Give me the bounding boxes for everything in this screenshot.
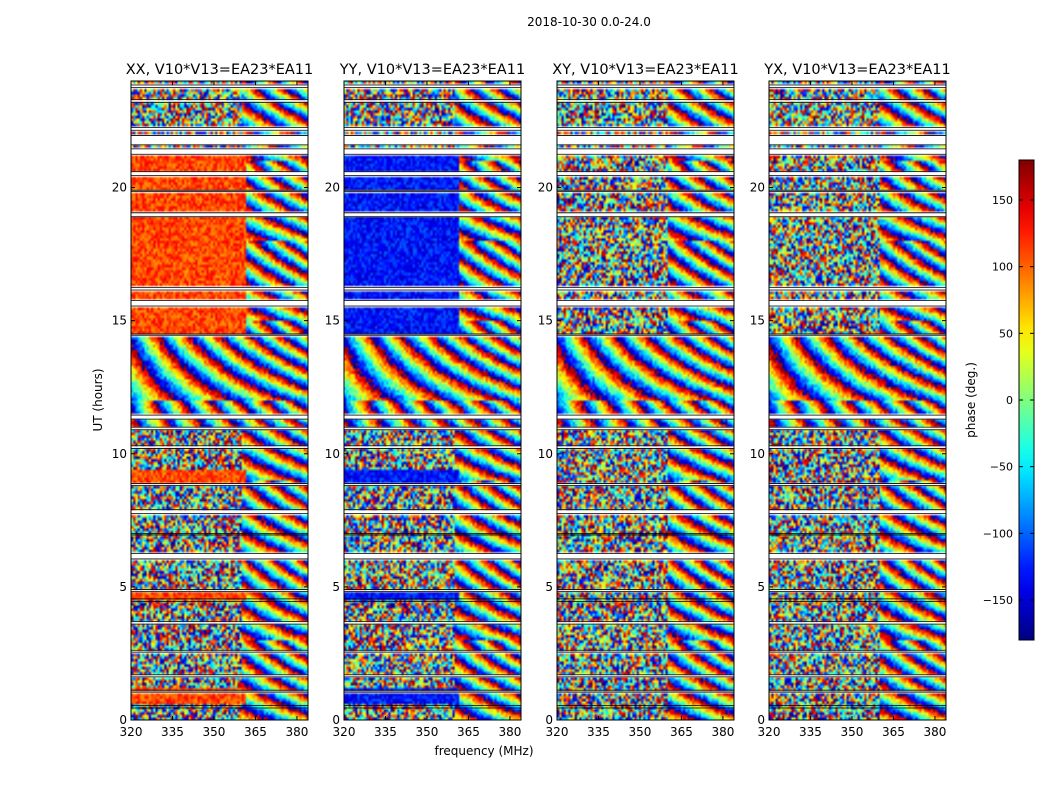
x-tick-label: 350 (841, 725, 864, 739)
x-tick-label: 380 (923, 725, 946, 739)
panel-1: YY, V10*V13=EA23*EA11 320 335 350 365 380 0 5 10… (325, 62, 525, 739)
y-tick-label: 15 (112, 314, 127, 328)
x-axis-label: frequency (MHz) (434, 744, 533, 758)
colorbar-tick-label: 0 (1006, 394, 1013, 407)
x-tick-label: 335 (161, 725, 184, 739)
x-tick-label: 320 (546, 725, 569, 739)
y-tick-label: 10 (538, 447, 553, 461)
x-tick-label: 365 (670, 725, 693, 739)
x-tick-label: 320 (333, 725, 356, 739)
panel-0: XX, V10*V13=EA23*EA11 320 335 350 365 380 0 5 10… (112, 62, 314, 739)
x-tick-label: 320 (758, 725, 781, 739)
x-tick-label: 365 (457, 725, 480, 739)
y-tick-label: 0 (332, 713, 340, 727)
x-tick-label: 365 (244, 725, 267, 739)
panel-2-heatmap (557, 81, 734, 720)
y-tick-label: 15 (538, 314, 553, 328)
figure-suptitle: 2018-10-30 0.0-24.0 (527, 15, 651, 29)
colorbar-tick-label: 100 (992, 261, 1013, 274)
panels-group: XX, V10*V13=EA23*EA11 320 335 350 365 380 0 5 10… (112, 62, 951, 739)
panel-0-frame (130, 80, 309, 721)
y-tick-label: 15 (325, 314, 340, 328)
y-tick-label: 5 (332, 580, 340, 594)
x-tick-label: 335 (587, 725, 610, 739)
colorbar: −150 −100 −50 0 50 100 150 phase (deg.) (964, 159, 1035, 641)
colorbar-tick-label: −150 (983, 594, 1013, 607)
x-tick-label: 380 (285, 725, 308, 739)
x-tick-label: 365 (882, 725, 905, 739)
y-tick-label: 10 (750, 447, 765, 461)
panel-3-frame (768, 80, 947, 721)
y-tick-label: 0 (545, 713, 553, 727)
y-tick-label: 10 (112, 447, 127, 461)
panel-0-title: XX, V10*V13=EA23*EA11 (126, 62, 314, 78)
colorbar-tick-label: 50 (999, 327, 1013, 340)
y-tick-label: 20 (750, 181, 765, 195)
x-tick-label: 335 (374, 725, 397, 739)
y-tick-label: 20 (112, 181, 127, 195)
y-tick-label: 5 (757, 580, 765, 594)
y-tick-label: 0 (757, 713, 765, 727)
colorbar-label: phase (deg.) (964, 362, 978, 438)
x-tick-label: 350 (416, 725, 439, 739)
panel-1-heatmap (344, 81, 521, 720)
x-tick-label: 380 (498, 725, 521, 739)
panel-2-frame (556, 80, 735, 721)
colorbar-tick-label: −50 (990, 461, 1013, 474)
x-tick-label: 350 (203, 725, 226, 739)
x-tick-label: 335 (799, 725, 822, 739)
panel-3: YX, V10*V13=EA23*EA11 320 335 350 365 380 0 5 10… (750, 62, 951, 739)
panel-2-title: XY, V10*V13=EA23*EA11 (552, 62, 738, 78)
y-tick-label: 20 (325, 181, 340, 195)
panel-1-frame (343, 80, 522, 721)
panel-0-heatmap (131, 81, 308, 720)
panel-3-title: YX, V10*V13=EA23*EA11 (763, 62, 950, 78)
y-tick-label: 10 (325, 447, 340, 461)
y-tick-label: 15 (750, 314, 765, 328)
y-tick-label: 20 (538, 181, 553, 195)
colorbar-tick-label: −100 (983, 527, 1013, 540)
y-axis-label: UT (hours) (91, 368, 105, 431)
panel-3-heatmap (769, 81, 946, 720)
x-tick-label: 320 (120, 725, 143, 739)
panel-1-title: YY, V10*V13=EA23*EA11 (339, 62, 525, 78)
x-tick-label: 350 (629, 725, 652, 739)
colorbar-tick-label: 150 (992, 194, 1013, 207)
y-tick-label: 5 (545, 580, 553, 594)
y-tick-label: 5 (119, 580, 127, 594)
x-tick-label: 380 (711, 725, 734, 739)
panel-2: XY, V10*V13=EA23*EA11 320 335 350 365 380 0 5 10… (538, 62, 739, 739)
y-tick-label: 0 (119, 713, 127, 727)
